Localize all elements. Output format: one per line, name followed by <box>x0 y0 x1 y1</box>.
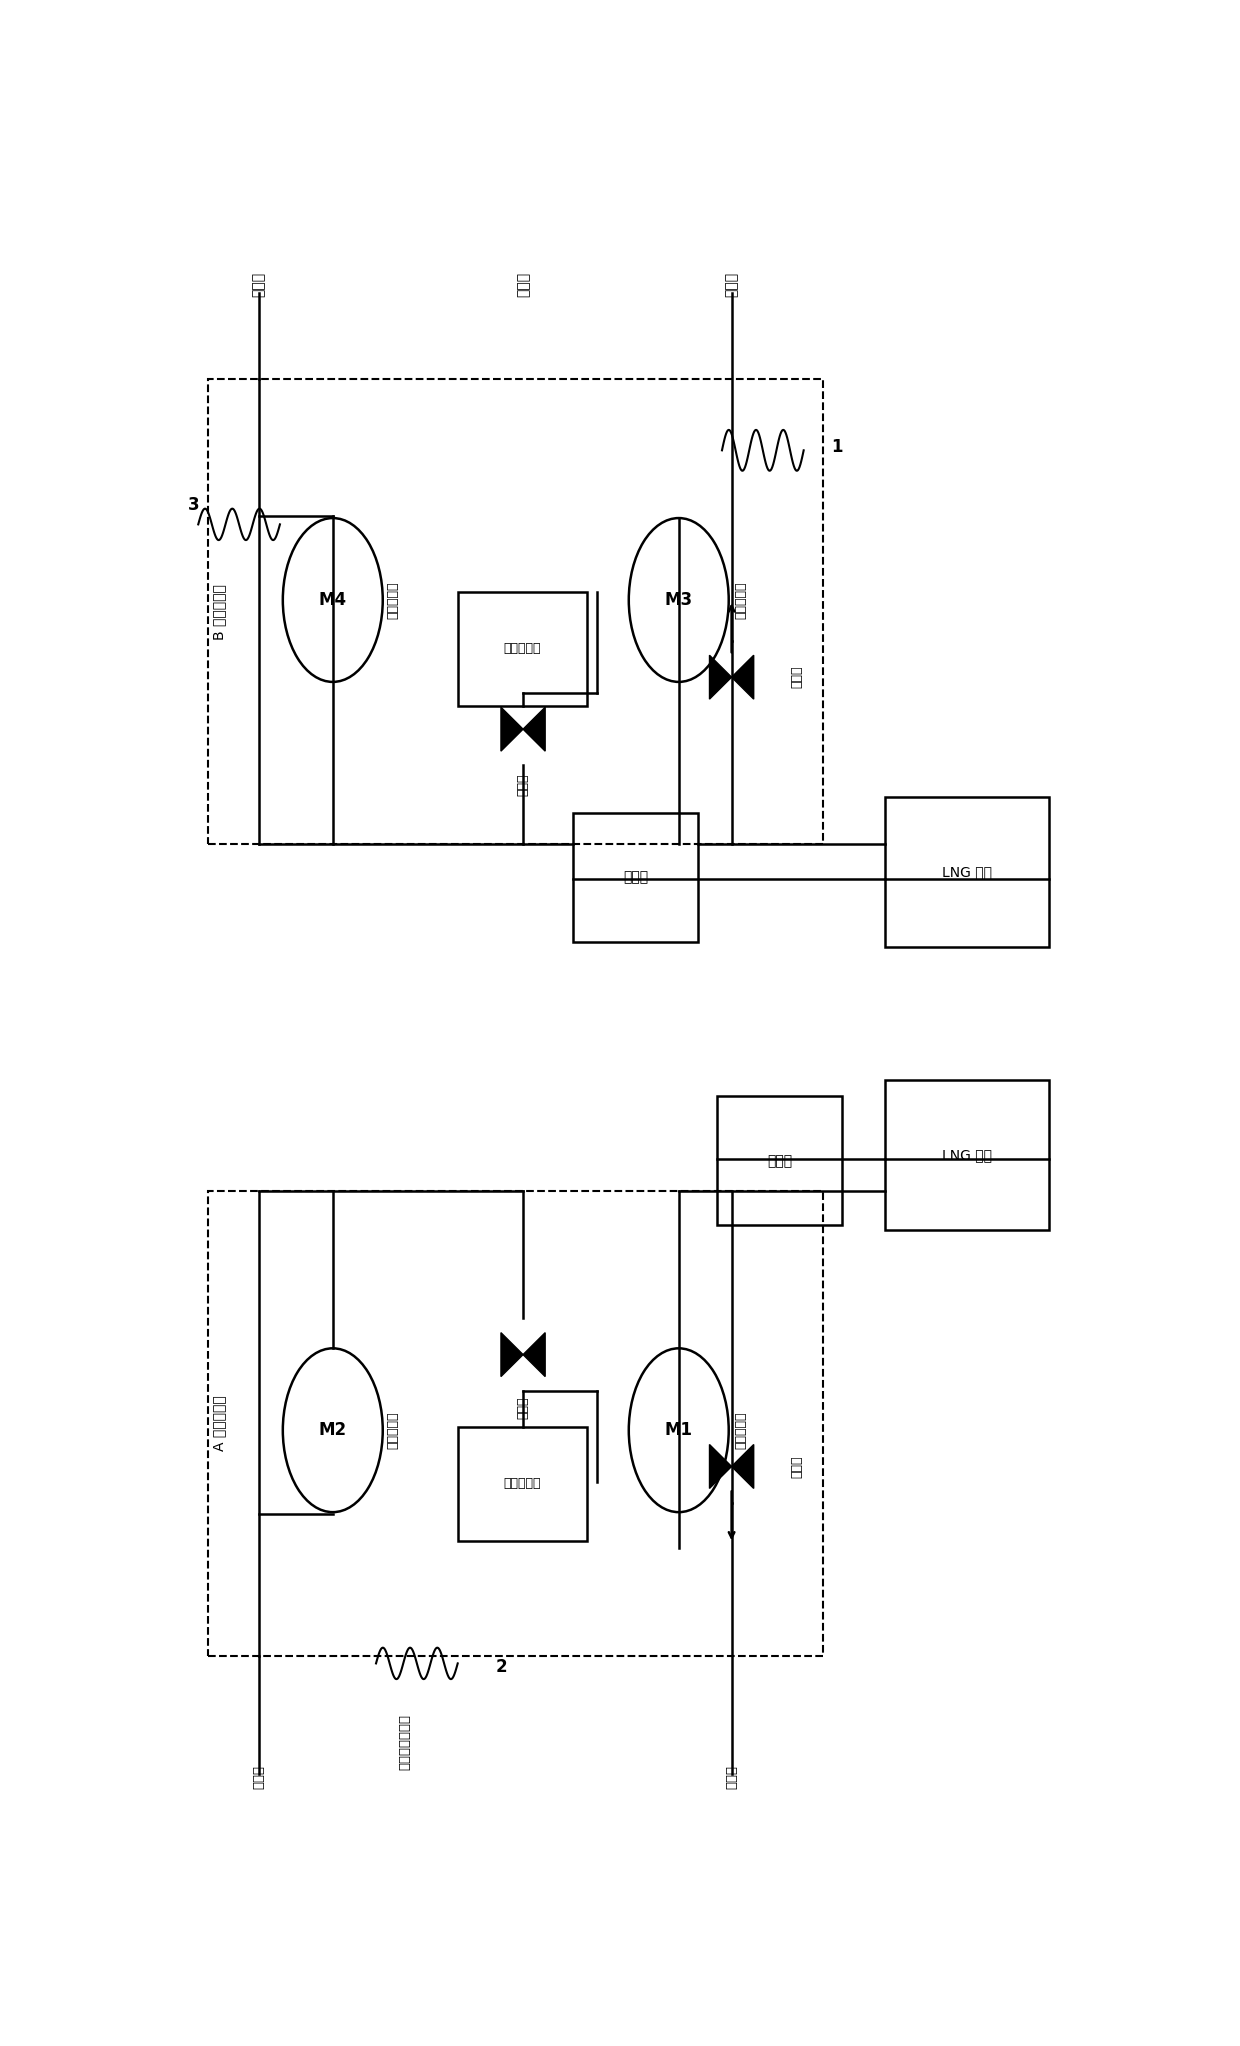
Text: 3: 3 <box>187 497 200 514</box>
Text: 液相阀: 液相阀 <box>790 665 804 687</box>
Text: 1: 1 <box>832 438 843 456</box>
Text: LNG 储罐: LNG 储罐 <box>942 865 992 878</box>
Text: 液相流量计: 液相流量计 <box>735 1412 748 1449</box>
FancyBboxPatch shape <box>458 1428 588 1541</box>
Text: 空阀加气枪插口: 空阀加气枪插口 <box>398 1715 412 1770</box>
FancyBboxPatch shape <box>458 591 588 706</box>
Text: M4: M4 <box>319 591 347 610</box>
Text: M2: M2 <box>319 1422 347 1438</box>
Text: 2: 2 <box>495 1657 507 1676</box>
Text: 电子控制器: 电子控制器 <box>503 642 542 655</box>
Text: 循环口: 循环口 <box>516 272 529 297</box>
Polygon shape <box>501 1332 523 1377</box>
Polygon shape <box>732 1444 754 1487</box>
Polygon shape <box>501 708 523 751</box>
Text: 回气口: 回气口 <box>622 870 649 884</box>
FancyBboxPatch shape <box>717 1097 842 1226</box>
FancyBboxPatch shape <box>885 1080 1049 1230</box>
Text: M1: M1 <box>665 1422 693 1438</box>
Text: 回气枪: 回气枪 <box>252 272 265 297</box>
Text: LNG 储罐: LNG 储罐 <box>942 1148 992 1162</box>
Polygon shape <box>709 655 732 700</box>
Polygon shape <box>709 1444 732 1487</box>
Text: A 枪加气系统: A 枪加气系统 <box>212 1395 227 1451</box>
Text: 电子计控器: 电子计控器 <box>503 1477 542 1489</box>
Text: 进液口: 进液口 <box>768 1154 792 1168</box>
Text: 回气枪: 回气枪 <box>252 1766 265 1788</box>
Text: 加气枪: 加气枪 <box>724 272 739 297</box>
Polygon shape <box>732 655 754 700</box>
Text: 加气枪: 加气枪 <box>725 1766 738 1788</box>
Text: 回气阀: 回气阀 <box>517 1397 529 1420</box>
Polygon shape <box>523 708 546 751</box>
Text: 液相流量计: 液相流量计 <box>735 581 748 618</box>
Text: M3: M3 <box>665 591 693 610</box>
FancyBboxPatch shape <box>573 812 698 941</box>
Text: B 枪加气系统: B 枪加气系统 <box>212 583 227 640</box>
Text: 气相流量计: 气相流量计 <box>387 581 399 618</box>
Text: 气相流量计: 气相流量计 <box>387 1412 399 1449</box>
FancyBboxPatch shape <box>885 796 1049 947</box>
Text: 液相阀: 液相阀 <box>790 1455 804 1477</box>
Polygon shape <box>523 1332 546 1377</box>
Text: 回气阀: 回气阀 <box>517 773 529 796</box>
